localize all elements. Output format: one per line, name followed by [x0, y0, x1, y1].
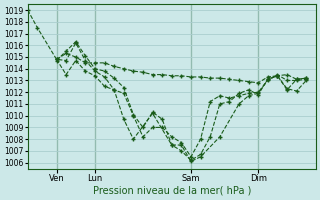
X-axis label: Pression niveau de la mer( hPa ): Pression niveau de la mer( hPa ) [92, 186, 251, 196]
